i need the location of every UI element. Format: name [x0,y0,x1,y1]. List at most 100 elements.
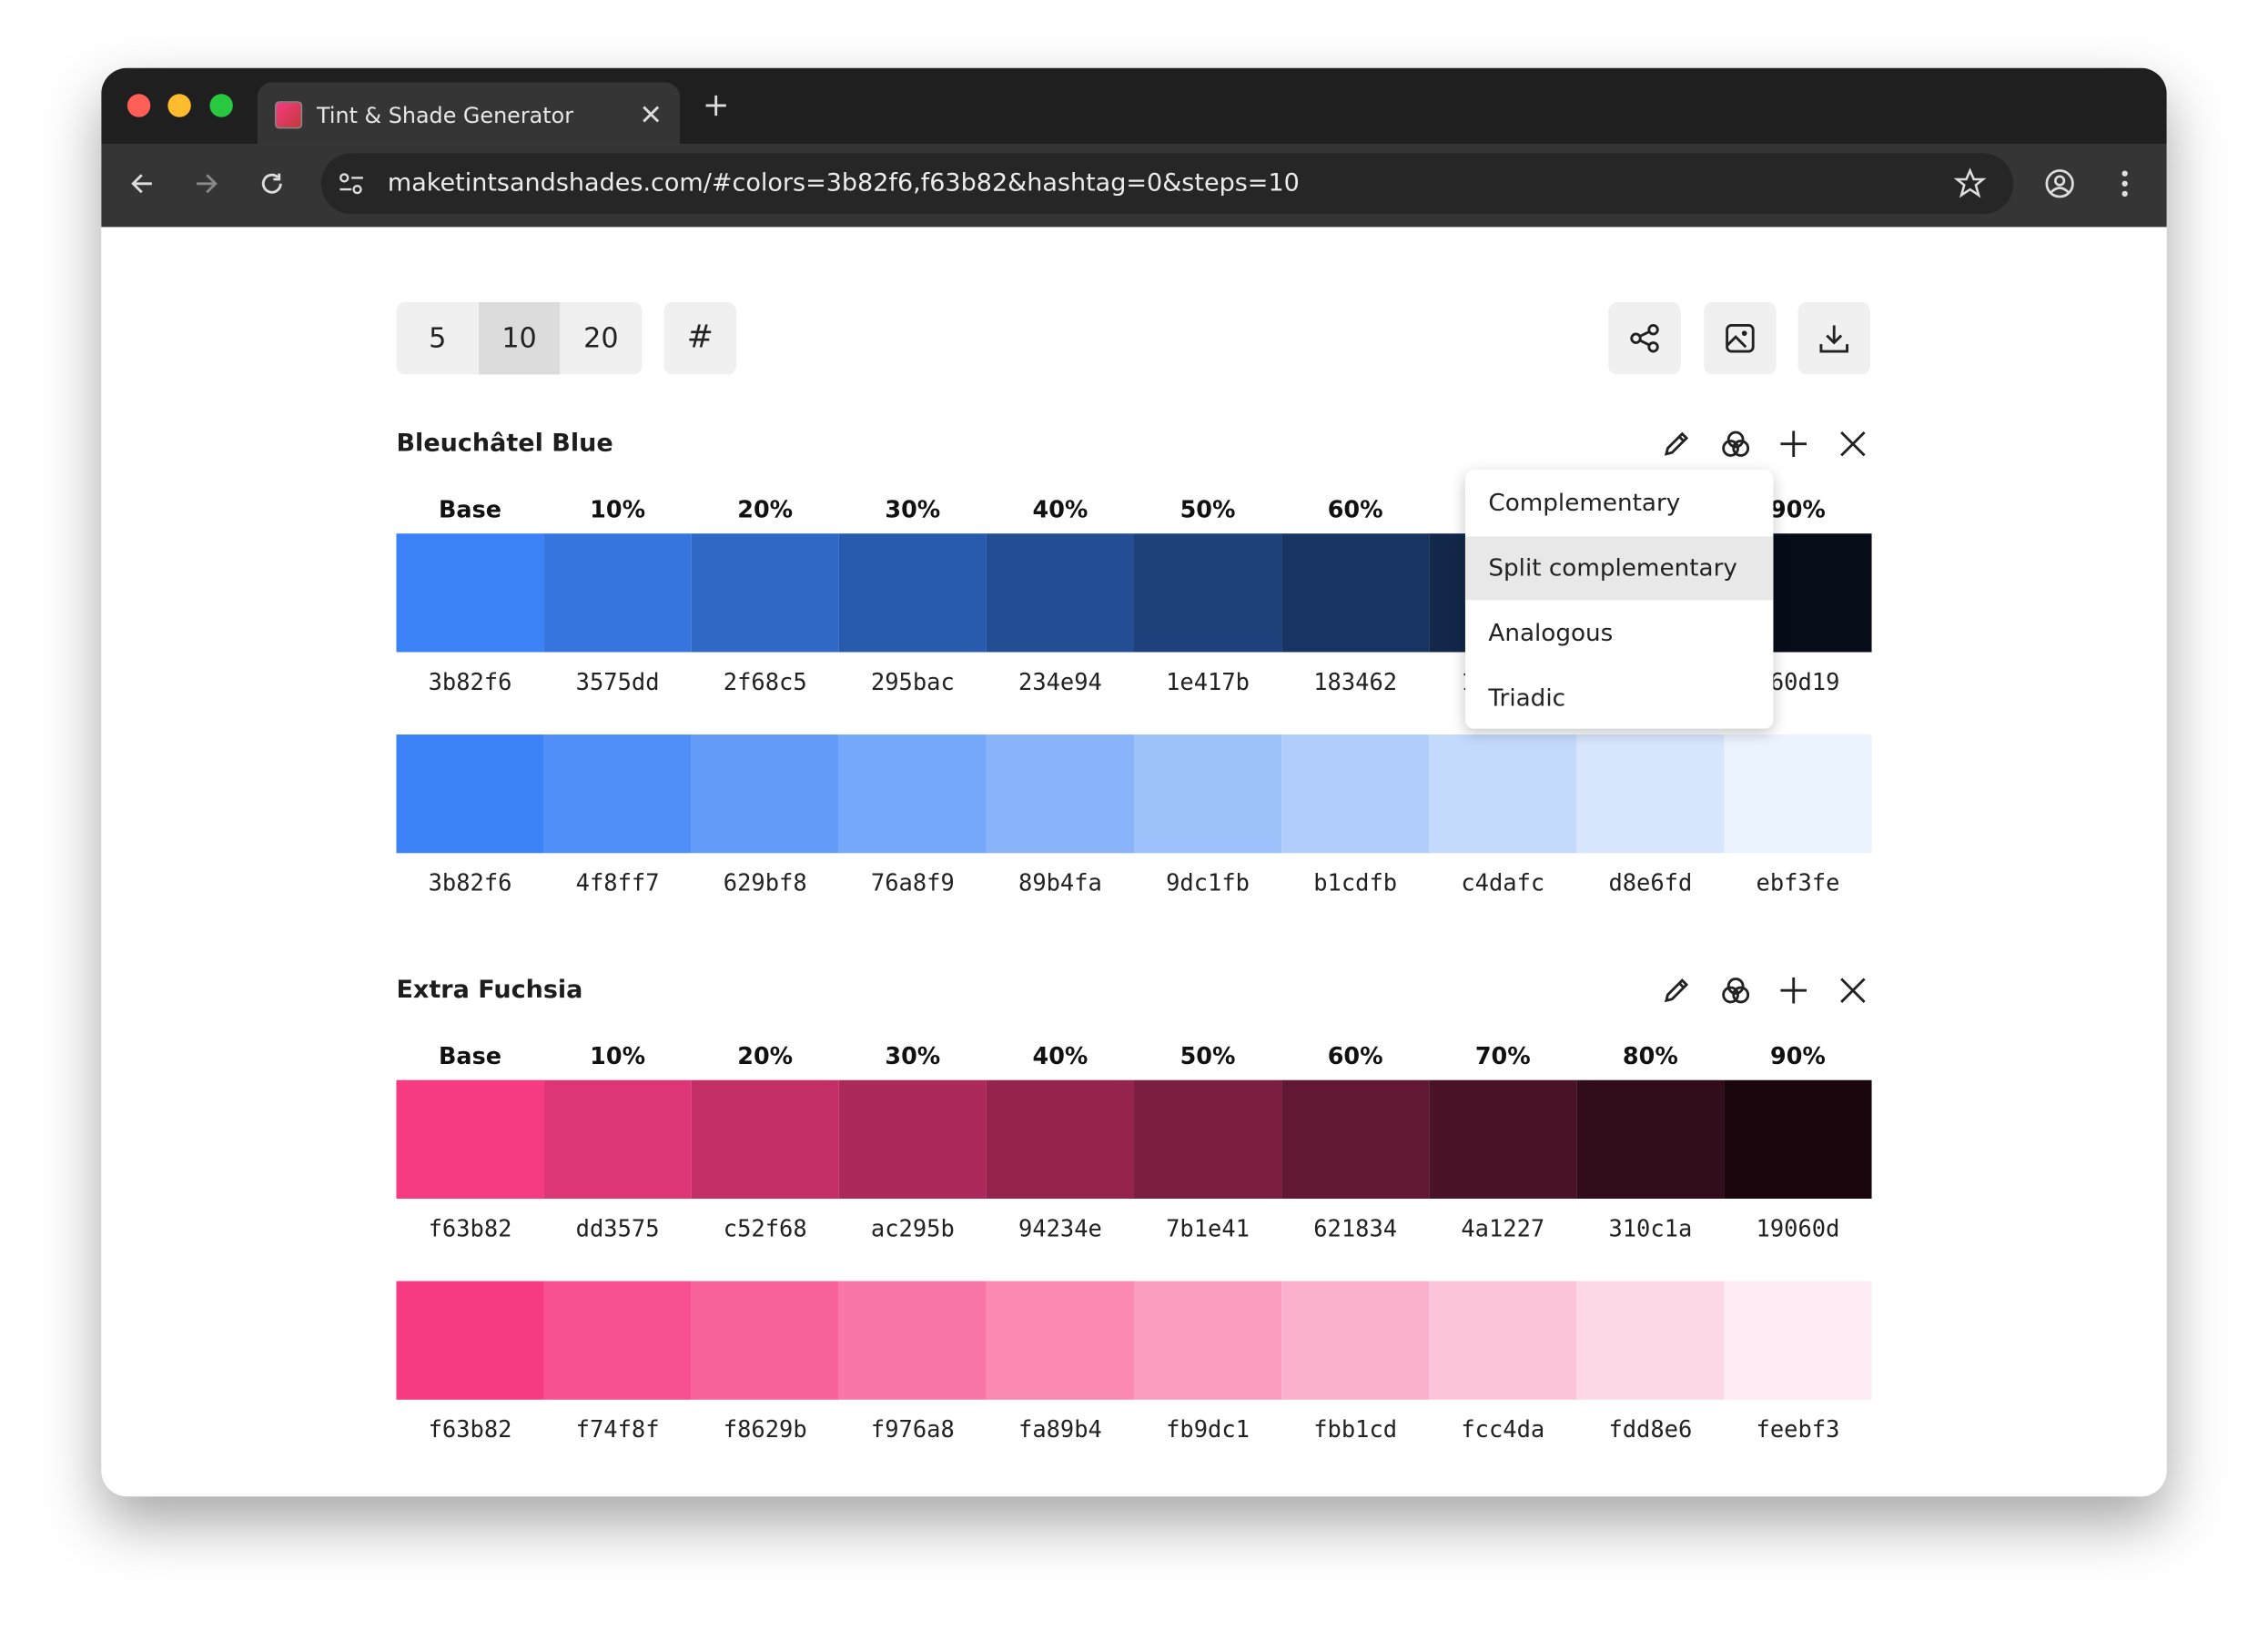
hex-label: feebf3 [1756,1415,1840,1444]
forward-button[interactable] [196,172,218,195]
step-button[interactable]: 20 [583,322,619,355]
color-swatch[interactable] [1429,1079,1577,1199]
color-swatch[interactable] [1429,734,1577,854]
step-header: 20% [737,1042,794,1070]
color-swatch[interactable] [1576,1281,1725,1400]
menu-item[interactable]: Triadic [1488,684,1566,712]
color-swatch[interactable] [986,1281,1135,1400]
hex-label: f976a8 [870,1415,955,1444]
edit-color[interactable] [1662,430,1691,459]
color-swatch[interactable] [396,1281,544,1400]
step-header: 80% [1622,1042,1678,1070]
hex-label: f63b82 [428,1214,512,1242]
color-swatch[interactable] [838,1079,987,1199]
color-swatch[interactable] [1134,734,1282,854]
step-header: Base [439,1042,501,1070]
color-swatch[interactable] [838,533,987,653]
color-swatch[interactable] [691,1079,839,1199]
hex-label: d8e6fd [1608,868,1693,897]
active-tab[interactable]: Tint & Shade Generator [257,82,680,145]
hex-label: 1e417b [1166,667,1250,696]
close-window[interactable] [127,94,151,117]
color-swatch[interactable] [1576,734,1725,854]
hex-label: 19060d [1756,1214,1840,1242]
color-swatch[interactable] [543,734,692,854]
step-header: 50% [1180,1042,1236,1070]
close-tab[interactable] [643,106,660,123]
color-swatch[interactable] [396,734,544,854]
color-swatch[interactable] [986,734,1135,854]
color-swatch[interactable] [1134,1079,1282,1199]
color-swatch[interactable] [396,533,544,653]
step-header: 10% [590,495,646,524]
bookmark-star[interactable] [1953,167,1987,198]
reload-button[interactable] [260,172,283,195]
menu-button[interactable] [2121,169,2130,198]
palette-name: Extra Fuchsia [396,976,583,1006]
color-swatch[interactable] [691,533,839,653]
color-swatch[interactable] [1576,1079,1725,1199]
profile-button[interactable] [2045,169,2074,198]
color-swatch[interactable] [838,734,987,854]
color-swatch[interactable] [543,1281,692,1400]
color-swatch[interactable] [986,1079,1135,1199]
hex-label: 4a1227 [1461,1214,1545,1242]
color-swatch[interactable] [838,1281,987,1400]
color-swatch[interactable] [1134,1281,1282,1400]
hex-label: fa89b4 [1018,1415,1102,1444]
step-header: 30% [885,495,941,524]
color-swatch[interactable] [1281,1281,1430,1400]
site-info[interactable] [339,170,365,197]
menu-item[interactable]: Split complementary [1464,536,1774,601]
hashtag-toggle[interactable]: # [663,302,736,375]
hex-label: 89b4fa [1018,868,1102,897]
step-header: 40% [1032,1042,1088,1070]
color-swatch[interactable] [543,1079,692,1199]
minimize-window[interactable] [167,94,191,117]
step-header: 20% [737,495,794,524]
address-bar[interactable]: maketintsandshades.com/#colors=3b82f6,f6… [320,153,2014,215]
color-swatch[interactable] [543,533,692,653]
share-button[interactable] [1608,302,1681,375]
step-button[interactable]: 10 [479,302,561,375]
remove-color[interactable] [1838,430,1868,459]
color-swatch[interactable] [1134,533,1282,653]
menu-item[interactable]: Analogous [1488,618,1614,647]
maximize-window[interactable] [209,94,233,117]
color-swatch[interactable] [396,1079,544,1199]
color-swatch[interactable] [1724,1079,1872,1199]
color-swatch[interactable] [691,734,839,854]
hex-label: 629bf8 [723,868,807,897]
hex-label: 234e94 [1018,667,1102,696]
color-swatch[interactable] [1429,1281,1577,1400]
color-swatch[interactable] [986,533,1135,653]
step-header: 50% [1180,495,1236,524]
menu-item[interactable]: Complementary [1488,488,1681,517]
edit-color[interactable] [1662,976,1691,1005]
image-button[interactable] [1704,302,1777,375]
hex-label: 295bac [870,667,955,696]
add-color[interactable] [1779,430,1808,459]
hex-label: fcc4da [1461,1415,1545,1444]
color-swatch[interactable] [1724,1281,1872,1400]
harmony-button[interactable] [1721,976,1750,1005]
remove-color[interactable] [1838,976,1868,1005]
new-tab[interactable] [705,95,726,116]
hex-label: f8629b [723,1415,807,1444]
color-swatch[interactable] [1281,533,1430,653]
hex-label: f74f8f [575,1415,660,1444]
hex-label: 2f68c5 [723,667,807,696]
color-swatch[interactable] [1724,734,1872,854]
harmony-button[interactable] [1721,430,1750,459]
back-button[interactable] [130,172,153,195]
favicon [274,101,303,129]
color-swatch[interactable] [1281,1079,1430,1199]
color-swatch[interactable] [691,1281,839,1400]
color-swatch[interactable] [1281,734,1430,854]
hex-label: f63b82 [428,1415,512,1444]
download-button[interactable] [1797,302,1870,375]
tab-strip: Tint & Shade Generator [101,67,2167,145]
step-button[interactable]: 5 [429,322,447,355]
add-color[interactable] [1779,976,1808,1005]
